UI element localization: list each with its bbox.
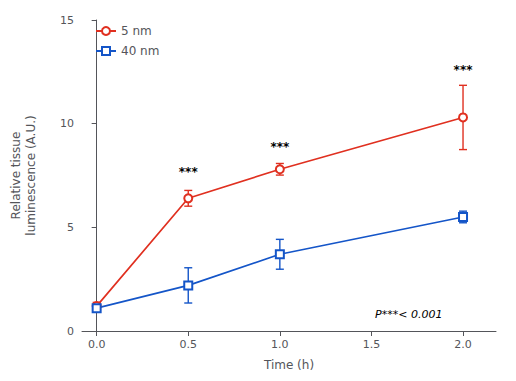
svg-text:0.5: 0.5 [179, 338, 197, 351]
svg-text:1.5: 1.5 [363, 338, 381, 351]
svg-text:15: 15 [60, 14, 74, 27]
svg-text:1.0: 1.0 [271, 338, 289, 351]
svg-text:***: *** [270, 140, 290, 154]
svg-text:Relative tissue: Relative tissue [9, 132, 23, 220]
svg-text:***: *** [179, 165, 199, 179]
svg-text:40 nm: 40 nm [121, 44, 159, 58]
svg-text:10: 10 [60, 117, 74, 130]
svg-text:Time (h): Time (h) [263, 358, 314, 372]
svg-text:0: 0 [67, 325, 74, 338]
svg-text:5: 5 [67, 221, 74, 234]
svg-text:5 nm: 5 nm [121, 24, 152, 38]
svg-text:2.0: 2.0 [454, 338, 472, 351]
svg-text:luminescence (A.U.): luminescence (A.U.) [24, 115, 38, 235]
svg-text:P***< 0.001: P***< 0.001 [375, 308, 442, 321]
svg-text:***: *** [454, 63, 474, 77]
svg-text:0.0: 0.0 [88, 338, 106, 351]
